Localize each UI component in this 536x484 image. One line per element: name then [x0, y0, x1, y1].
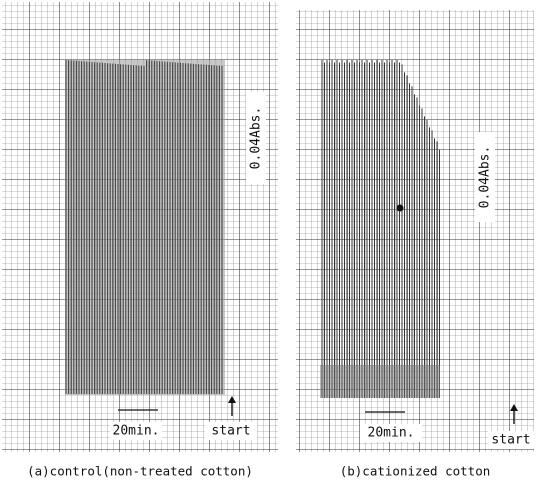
scale-label: 0.04Abs. [478, 146, 493, 209]
start-label: start [211, 424, 250, 439]
caption: (a)control(non-treated cotton) [27, 464, 253, 479]
trace-fill [320, 365, 440, 398]
figure: 0.04Abs. 20min. start (a)control(non-tre… [0, 0, 536, 484]
time-label: 20min. [368, 426, 415, 441]
start-label: start [491, 433, 530, 448]
caption: (b)cationized cotton [340, 464, 491, 479]
figure-svg: 0.04Abs. 20min. start (a)control(non-tre… [0, 0, 536, 484]
time-label: 20min. [113, 424, 160, 439]
scale-label: 0.04Abs. [249, 107, 264, 170]
dot [397, 205, 404, 212]
trace-block [65, 60, 225, 395]
